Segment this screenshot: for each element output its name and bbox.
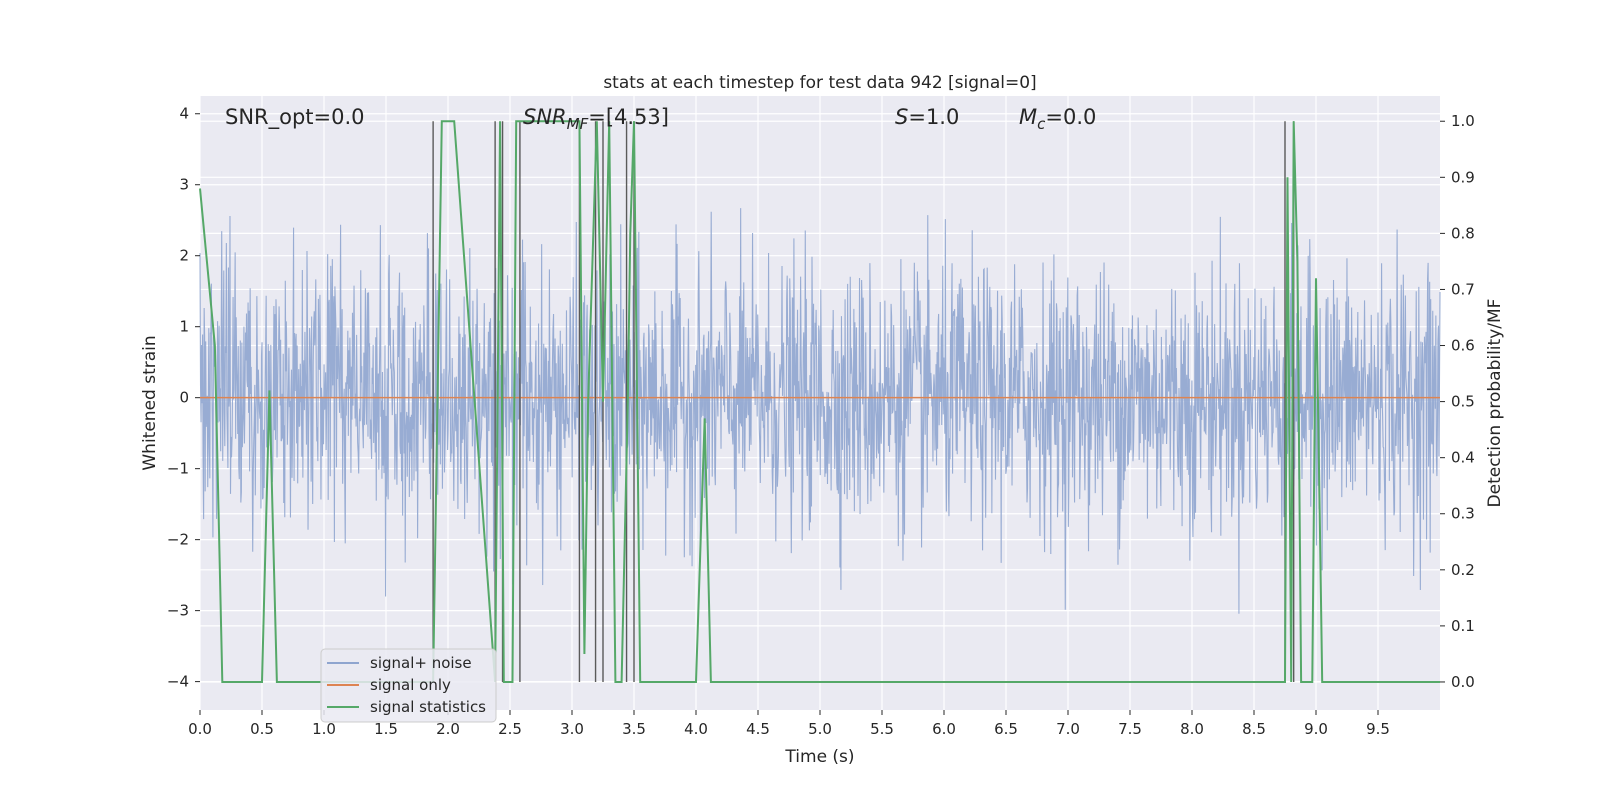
y2-tick-label: 0.0 [1451,673,1475,691]
x-tick-label: 8.0 [1180,720,1204,738]
annotation-s: S=1.0 [895,105,959,129]
x-tick-label: 3.0 [560,720,584,738]
series-signal-statistics [199,120,1440,683]
x-tick-label: 7.5 [1118,720,1142,738]
y-tick-label: 0 [179,389,189,407]
mc-sub: c [1037,115,1046,133]
y2-tick-label: 0.1 [1451,617,1475,635]
annotation-snr-mf: SNRMF=[4.53] [523,105,669,133]
y-axis-label: Whitened strain [140,335,160,470]
chart-title: stats at each timestep for test data 942… [603,73,1036,93]
x-tick-label: 1.5 [374,720,398,738]
snr-mf-name: SNR [523,105,567,129]
signal-statistics-line [199,120,1440,683]
y2-tick-label: 0.7 [1451,280,1475,298]
x-tick-label: 4.0 [684,720,708,738]
x-tick-label: 2.0 [436,720,460,738]
s-value: =1.0 [908,105,959,129]
x-ticks: 0.0 0.5 1.0 1.5 2.0 2.5 3.0 3.5 4.0 4.5 5.0 5.5 6.0 6… [188,710,1390,738]
x-tick-label: 0.5 [250,720,274,738]
x-axis-label: Time (s) [784,747,854,767]
y2-tick-label: 0.6 [1451,337,1475,355]
mc-value: =0.0 [1045,105,1096,129]
y-tick-label: 4 [179,105,189,123]
y-tick-label: −1 [167,460,189,478]
x-tick-label: 9.0 [1304,720,1328,738]
y2-tick-label: 0.8 [1451,224,1475,242]
annotation-mc: Mc=0.0 [1019,105,1096,133]
x-tick-label: 5.0 [808,720,832,738]
x-tick-label: 6.5 [994,720,1018,738]
legend-box [320,648,497,723]
x-tick-label: 4.5 [746,720,770,738]
y-tick-label: 3 [179,176,189,194]
x-tick-label: 0.0 [188,720,212,738]
mc-name: M [1019,105,1037,129]
snr-mf-sub: MF [567,115,589,133]
y2-tick-label: 0.3 [1451,505,1475,523]
y2-tick-label: 0.5 [1451,393,1475,411]
x-tick-label: 9.5 [1366,720,1390,738]
x-tick-label: 6.0 [932,720,956,738]
y-tick-label: −2 [167,531,189,549]
y2-tick-label: 1.0 [1451,112,1475,130]
series-signal-plus-noise [199,208,1441,614]
y2-tick-label: 0.2 [1451,561,1475,579]
y-ticks-left: 4 3 2 1 0 −1 −2 −3 −4 [167,105,200,691]
s-name: S [895,105,908,129]
legend: signal+ noise signal only signal statist… [320,648,497,723]
x-tick-label: 7.0 [1056,720,1080,738]
y2-axis-label: Detection probability/MF [1485,299,1505,508]
y2-tick-label: 0.4 [1451,449,1475,467]
y-ticks-right: 1.0 0.9 0.8 0.7 0.6 0.5 0.4 0.3 0.2 0.1 0.0 [1440,112,1475,691]
signal-plus-noise-line [199,208,1441,614]
y-tick-label: −3 [167,602,189,620]
x-tick-label: 1.0 [312,720,336,738]
y-tick-label: −4 [167,673,189,691]
legend-label-signal-plus-noise: signal+ noise [370,654,472,672]
legend-label-signal-only: signal only [370,676,451,694]
x-tick-label: 3.5 [622,720,646,738]
x-tick-label: 8.5 [1242,720,1266,738]
snr-mf-value: =[4.53] [588,105,669,129]
legend-label-signal-statistics: signal statistics [370,698,486,716]
annotation-snr-opt: SNR_opt=0.0 [225,105,365,130]
y2-tick-label: 0.9 [1451,168,1475,186]
x-tick-label: 2.5 [498,720,522,738]
y-tick-label: 2 [179,247,189,265]
y-tick-label: 1 [179,318,189,336]
x-tick-label: 5.5 [870,720,894,738]
